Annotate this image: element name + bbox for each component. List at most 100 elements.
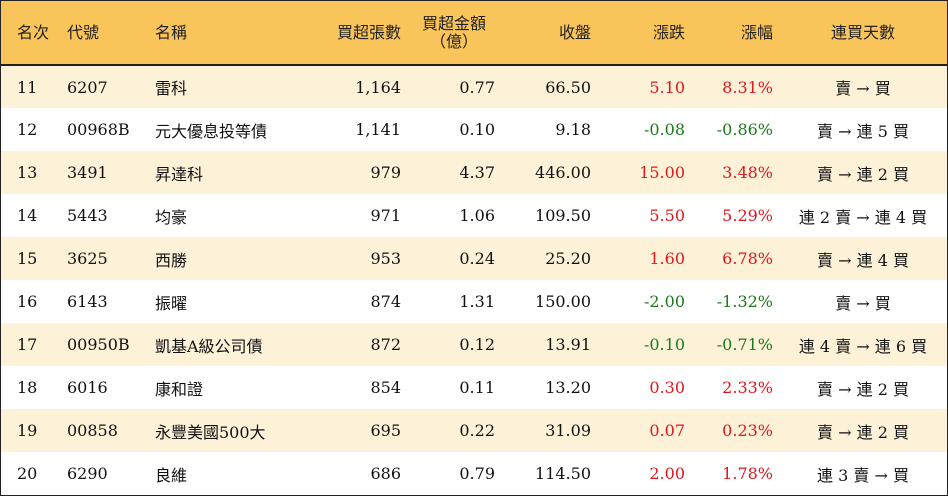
cell-code: 00950B bbox=[67, 335, 130, 354]
cell-close: 25.20 bbox=[545, 249, 591, 268]
cell-pct: 3.48% bbox=[722, 163, 773, 182]
cell-name: 雷科 bbox=[155, 79, 188, 98]
header-change: 漲跌 bbox=[597, 1, 691, 66]
cell-pct: -0.86% bbox=[716, 120, 773, 139]
cell-rank: 17 bbox=[17, 335, 38, 354]
cell-name: 均豪 bbox=[155, 207, 188, 227]
cell-net-lots: 686 bbox=[370, 464, 401, 483]
header-net-lots: 買超張數 bbox=[289, 1, 407, 66]
cell-rank: 16 bbox=[17, 292, 38, 311]
header-streak: 連買天數 bbox=[779, 1, 947, 66]
cell-rank: 14 bbox=[17, 206, 38, 225]
cell-pct: -0.71% bbox=[716, 335, 773, 354]
table-row: 19 00858 永豐美國500大 695 0.22 31.09 0.07 0.23% 賣 → … bbox=[1, 409, 947, 452]
cell-pct: 2.33% bbox=[722, 378, 773, 397]
cell-streak: 賣 → 連 2 買 bbox=[817, 164, 909, 184]
table-row: 20 6290 良維 686 0.79 114.50 2.00 1.78% 連 3 賣 → 買 bbox=[1, 452, 947, 495]
cell-streak: 賣 → 連 4 買 bbox=[817, 250, 909, 270]
cell-net-lots: 854 bbox=[370, 378, 401, 397]
cell-change: -0.10 bbox=[643, 335, 685, 354]
table-body: 11 6207 雷科 1,164 0.77 66.50 5.10 8.31% 賣 → 買 12 00… bbox=[1, 65, 947, 495]
cell-name: 凱基A級公司債 bbox=[155, 336, 263, 356]
cell-pct: 8.31% bbox=[722, 77, 773, 97]
cell-amount: 0.11 bbox=[459, 378, 495, 397]
table-row: 12 00968B 元大優息投等債 1,141 0.10 9.18 -0.08 -0.86% 賣… bbox=[1, 108, 947, 151]
cell-code: 6016 bbox=[67, 378, 108, 397]
cell-rank: 18 bbox=[17, 378, 38, 397]
cell-close: 13.91 bbox=[545, 335, 591, 354]
header-rank: 名次 bbox=[1, 1, 61, 66]
header-amount-line2: （億） bbox=[429, 31, 478, 51]
cell-pct: 5.29% bbox=[722, 206, 773, 225]
cell-change: 15.00 bbox=[639, 163, 685, 182]
cell-rank: 12 bbox=[17, 120, 38, 139]
cell-net-lots: 874 bbox=[370, 292, 401, 311]
cell-close: 114.50 bbox=[535, 464, 591, 483]
cell-name: 良維 bbox=[155, 465, 188, 485]
cell-amount: 1.06 bbox=[459, 206, 495, 225]
cell-streak: 連 2 賣 → 連 4 買 bbox=[798, 207, 928, 227]
cell-name: 振曜 bbox=[155, 293, 188, 313]
cell-name: 昇達科 bbox=[155, 164, 204, 184]
cell-close: 150.00 bbox=[535, 292, 591, 311]
cell-net-lots: 979 bbox=[370, 163, 401, 182]
cell-code: 6290 bbox=[67, 464, 108, 483]
header-amount: 買超金額 （億） bbox=[407, 1, 501, 66]
cell-code: 3491 bbox=[67, 163, 108, 182]
cell-change: 5.10 bbox=[649, 77, 685, 97]
cell-rank: 15 bbox=[17, 249, 38, 268]
cell-name: 元大優息投等債 bbox=[155, 121, 268, 141]
cell-code: 00968B bbox=[67, 120, 130, 139]
cell-change: 0.30 bbox=[649, 378, 685, 397]
cell-amount: 0.10 bbox=[459, 120, 495, 139]
cell-pct: 0.23% bbox=[722, 421, 773, 440]
cell-streak: 賣 → 連 5 買 bbox=[817, 121, 909, 141]
cell-pct: 1.78% bbox=[722, 464, 773, 483]
cell-net-lots: 1,141 bbox=[355, 120, 401, 139]
cell-amount: 1.31 bbox=[459, 292, 495, 311]
cell-code: 6207 bbox=[67, 77, 108, 97]
cell-streak: 賣 → 買 bbox=[835, 79, 891, 98]
header-row: 名次 代號 名稱 買超張數 買超金額 （億） 收盤 漲跌 漲幅 連買天數 bbox=[1, 1, 947, 66]
cell-streak: 賣 → 連 2 買 bbox=[817, 422, 909, 442]
header-pct: 漲幅 bbox=[691, 1, 779, 66]
table-row: 17 00950B 凱基A級公司債 872 0.12 13.91 -0.10 -0.71% 連 … bbox=[1, 323, 947, 366]
cell-code: 3625 bbox=[67, 249, 108, 268]
table-header: 名次 代號 名稱 買超張數 買超金額 （億） 收盤 漲跌 漲幅 連買天數 bbox=[1, 1, 947, 66]
cell-code: 00858 bbox=[67, 421, 118, 440]
cell-change: 5.50 bbox=[649, 206, 685, 225]
cell-amount: 0.22 bbox=[459, 421, 495, 440]
cell-rank: 13 bbox=[17, 163, 38, 182]
cell-net-lots: 971 bbox=[370, 206, 401, 225]
cell-close: 31.09 bbox=[545, 421, 591, 440]
table-row: 15 3625 西勝 953 0.24 25.20 1.60 6.78% 賣 → 連 4 買 bbox=[1, 237, 947, 280]
cell-net-lots: 695 bbox=[370, 421, 401, 440]
cell-streak: 連 3 賣 → 買 bbox=[817, 465, 909, 485]
cell-net-lots: 872 bbox=[370, 335, 401, 354]
cell-change: 0.07 bbox=[649, 421, 685, 440]
header-amount-line1: 買超金額 bbox=[421, 13, 486, 33]
cell-amount: 0.24 bbox=[459, 249, 495, 268]
cell-pct: -1.32% bbox=[716, 292, 773, 311]
cell-pct: 6.78% bbox=[722, 249, 773, 268]
header-code: 代號 bbox=[61, 1, 149, 66]
cell-change: 1.60 bbox=[649, 249, 685, 268]
cell-amount: 0.77 bbox=[459, 77, 495, 97]
cell-change: -2.00 bbox=[643, 292, 685, 311]
header-name: 名稱 bbox=[149, 1, 289, 66]
cell-close: 109.50 bbox=[535, 206, 591, 225]
cell-net-lots: 953 bbox=[370, 249, 401, 268]
cell-streak: 連 4 賣 → 連 6 買 bbox=[798, 336, 928, 356]
cell-change: -0.08 bbox=[643, 120, 685, 139]
cell-streak: 賣 → 連 2 買 bbox=[817, 379, 909, 399]
cell-code: 5443 bbox=[67, 206, 108, 225]
cell-close: 13.20 bbox=[545, 378, 591, 397]
cell-close: 446.00 bbox=[535, 163, 591, 182]
cell-close: 9.18 bbox=[555, 120, 591, 139]
table-row: 13 3491 昇達科 979 4.37 446.00 15.00 3.48% 賣 → 連 2 … bbox=[1, 151, 947, 194]
cell-change: 2.00 bbox=[649, 464, 685, 483]
cell-name: 康和證 bbox=[155, 379, 204, 399]
cell-name: 西勝 bbox=[155, 250, 188, 270]
